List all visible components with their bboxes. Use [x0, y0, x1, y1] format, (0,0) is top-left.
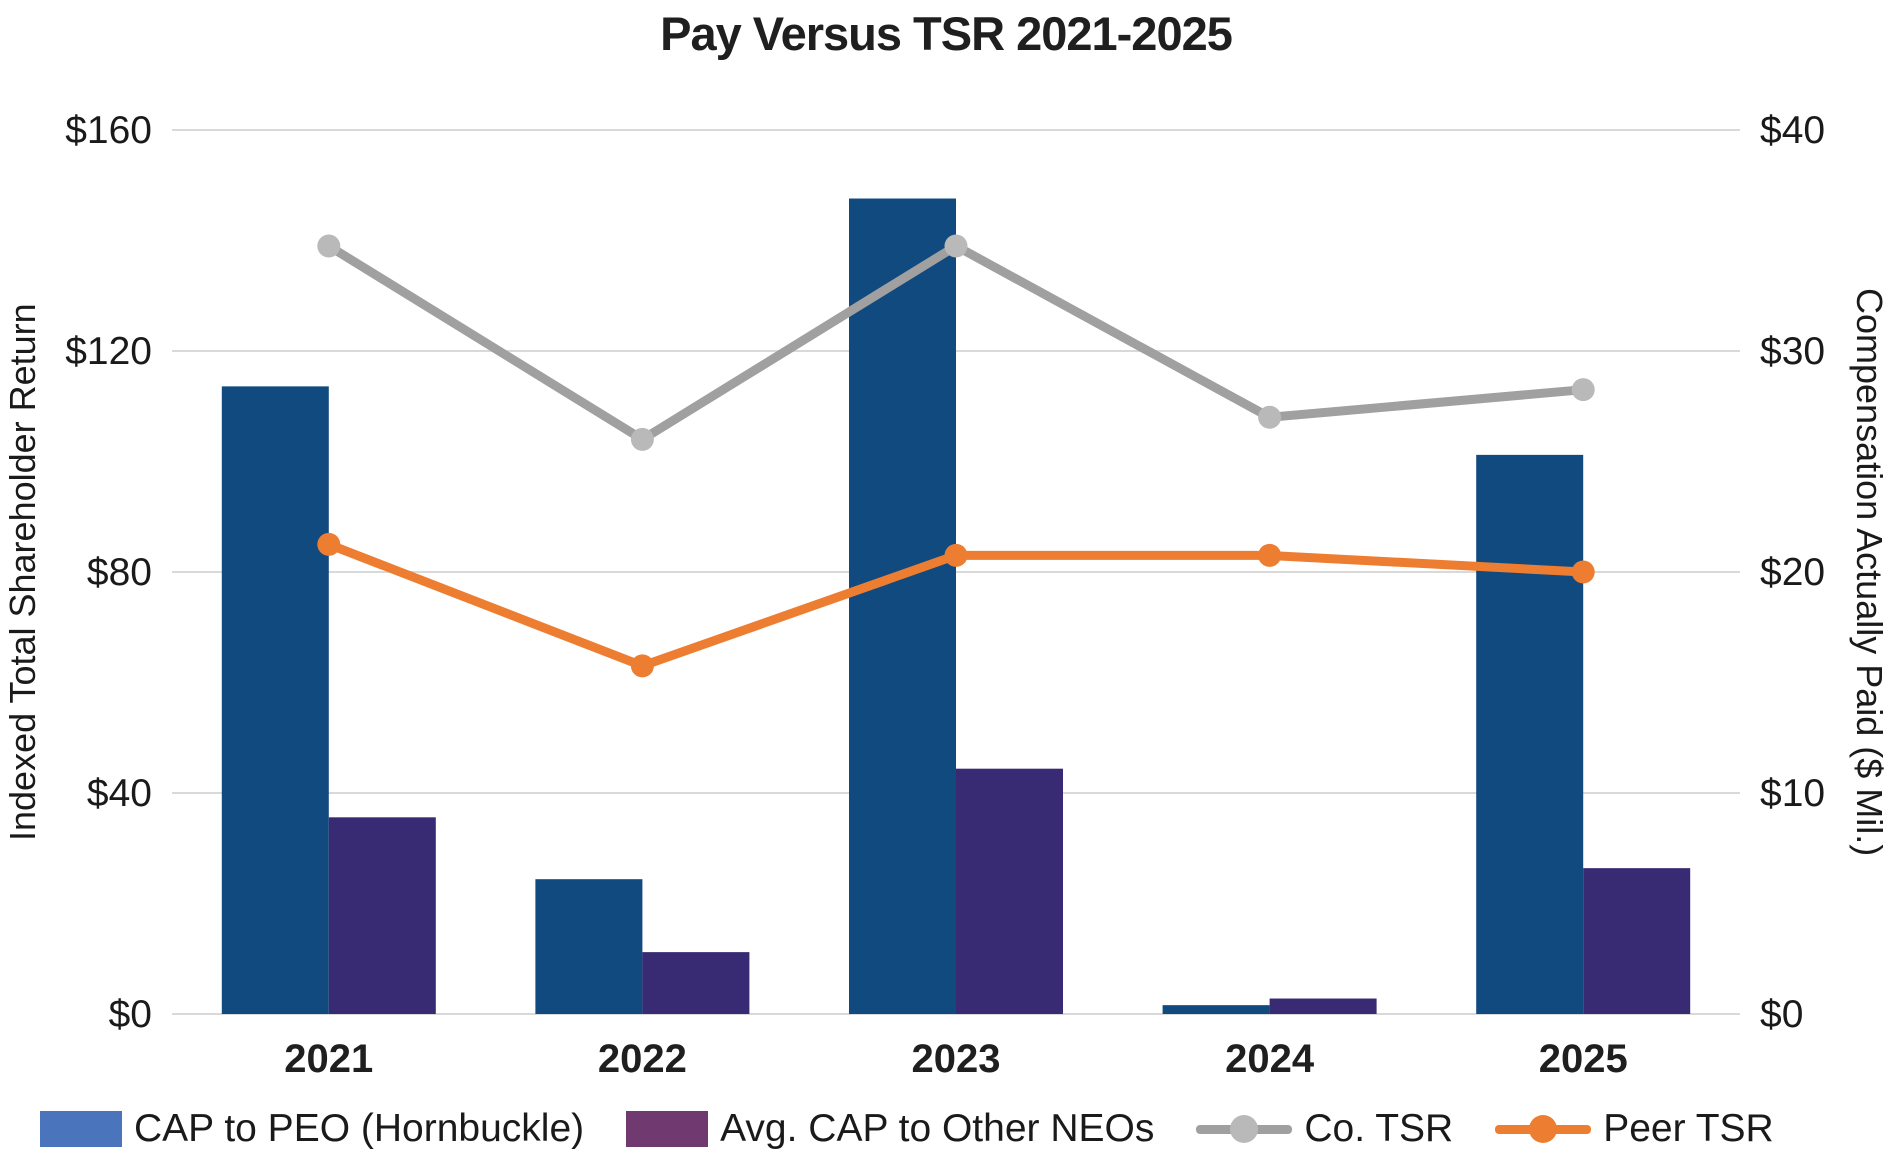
legend-label-cap-peo: CAP to PEO (Hornbuckle): [134, 1107, 585, 1150]
cap-peo-swatch-icon: [40, 1111, 122, 1147]
legend-item-co-tsr: Co. TSR: [1196, 1107, 1453, 1151]
x-axis-label-2025: 2025: [1539, 1037, 1628, 1081]
co-tsr-dot: [1230, 1115, 1259, 1143]
bar-2022-cap-neos: [642, 952, 750, 1014]
right-axis-tick: $0: [1760, 993, 1803, 1036]
co-tsr-marker-2023: [944, 234, 968, 258]
x-axis-label-2021: 2021: [284, 1037, 373, 1081]
pay-vs-tsr-combo-chart: $160 $40 $120 $30 $80 $20 $40 $10 $0 $0 2021 2022 20…: [65, 109, 1825, 1081]
right-axis-title: Compensation Actually Paid ($ Mil.): [1849, 287, 1890, 857]
legend-item-peer-tsr: Peer TSR: [1495, 1107, 1774, 1151]
peer-tsr-dot: [1529, 1115, 1558, 1143]
peer-tsr-marker-2021: [317, 532, 341, 556]
legend-label-co-tsr: Co. TSR: [1304, 1107, 1454, 1150]
peer-tsr-marker-2025: [1571, 560, 1595, 584]
right-axis-tick: $20: [1760, 551, 1825, 594]
right-axis-tick: $10: [1760, 772, 1825, 815]
peer-tsr-line-marker-icon: [1495, 1114, 1592, 1144]
x-axis-label-2024: 2024: [1225, 1037, 1315, 1081]
co-tsr-marker-2025: [1571, 378, 1595, 402]
bar-2025-cap-neos: [1583, 868, 1691, 1014]
co-tsr-marker-2022: [630, 427, 654, 451]
left-axis-tick: $120: [65, 330, 152, 373]
cap-neos-swatch-icon: [626, 1111, 709, 1147]
legend-label-peer-tsr: Peer TSR: [1603, 1107, 1774, 1150]
left-axis-tick: $40: [87, 772, 152, 815]
peer-tsr-marker-2022: [630, 654, 654, 678]
left-axis-tick: $0: [109, 993, 152, 1036]
peer-tsr-marker-2024: [1258, 543, 1282, 567]
bar-2023-cap-peo: [849, 198, 956, 1014]
co-tsr-line-marker-icon: [1196, 1114, 1293, 1144]
bar-2024-cap-neos: [1269, 998, 1377, 1014]
chart-legend: CAP to PEO (Hornbuckle) Avg. CAP to Othe…: [40, 1098, 1882, 1160]
bar-2021-cap-neos: [328, 817, 436, 1014]
legend-item-cap-neos: Avg. CAP to Other NEOs: [626, 1107, 1154, 1151]
legend-item-cap-peo: CAP to PEO (Hornbuckle): [40, 1107, 584, 1151]
left-axis-tick: $160: [65, 109, 152, 152]
peer-tsr-marker-2023: [944, 543, 968, 567]
right-axis-tick: $30: [1760, 330, 1825, 373]
bar-2023-cap-neos: [956, 768, 1063, 1014]
bar-2022-cap-peo: [535, 879, 643, 1014]
chart-title: Pay Versus TSR 2021-2025: [660, 7, 1233, 60]
bar-2021-cap-peo: [221, 386, 329, 1014]
x-axis-label-2022: 2022: [598, 1037, 687, 1081]
left-axis-tick: $80: [87, 551, 152, 594]
bar-2025-cap-peo: [1476, 454, 1584, 1014]
right-axis-tick: $40: [1760, 109, 1825, 152]
co-tsr-marker-2021: [317, 234, 341, 258]
x-axis-label-2023: 2023: [912, 1037, 1001, 1081]
co-tsr-marker-2024: [1258, 405, 1282, 429]
legend-label-cap-neos: Avg. CAP to Other NEOs: [720, 1107, 1155, 1150]
bar-2024-cap-peo: [1162, 1005, 1270, 1014]
